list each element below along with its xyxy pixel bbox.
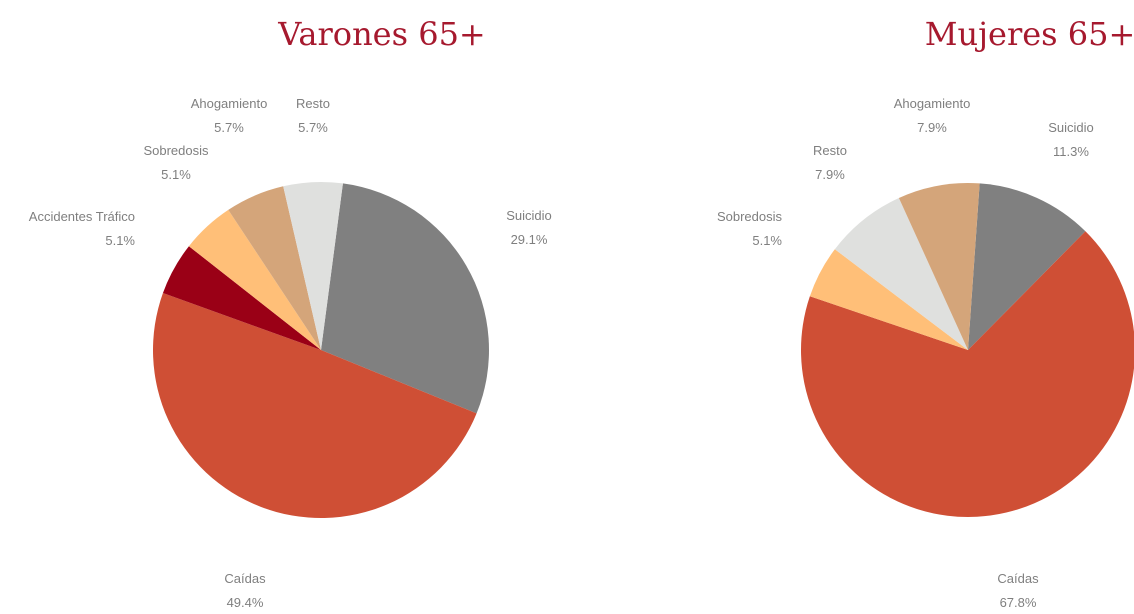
pie-slice	[283, 182, 343, 350]
pie-slice	[809, 249, 968, 350]
pie-slice	[228, 186, 321, 350]
slice-label: Accidentes Tráfico	[29, 209, 135, 224]
pie-slice	[968, 183, 1086, 350]
pie-slice	[152, 293, 477, 519]
slice-value-label: 5.1%	[105, 233, 135, 248]
slice-label: Caídas	[997, 571, 1039, 586]
pie-slice	[801, 231, 1134, 517]
slice-label: Sobredosis	[143, 143, 209, 158]
slice-label: Caídas	[224, 571, 266, 586]
slice-label: Suicidio	[506, 208, 552, 223]
pie-slice	[162, 246, 321, 350]
slice-value-label: 11.3%	[1053, 144, 1089, 159]
pie-slice	[834, 197, 968, 350]
pie-slice	[321, 183, 489, 414]
slice-value-label: 5.7%	[298, 120, 328, 135]
slice-label: Sobredosis	[717, 209, 783, 224]
pie-slice	[188, 209, 321, 350]
slice-value-label: 5.7%	[214, 120, 244, 135]
slice-value-label: 67.8%	[1000, 595, 1037, 610]
slice-value-label: 7.9%	[917, 120, 947, 135]
slice-label: Ahogamiento	[191, 96, 268, 111]
slice-value-label: 49.4%	[227, 595, 264, 610]
chart-title: Varones 65+	[277, 15, 485, 53]
slice-value-label: 5.1%	[161, 167, 191, 182]
slice-label: Ahogamiento	[894, 96, 971, 111]
slice-value-label: 5.1%	[752, 233, 782, 248]
slice-value-label: 29.1%	[511, 232, 548, 247]
slice-label: Resto	[296, 96, 330, 111]
slice-value-label: 7.9%	[815, 167, 845, 182]
slice-label: Resto	[813, 143, 847, 158]
chart-title: Mujeres 65+	[925, 15, 1134, 53]
pie-slice	[898, 182, 980, 350]
slice-label: Suicidio	[1048, 120, 1094, 135]
